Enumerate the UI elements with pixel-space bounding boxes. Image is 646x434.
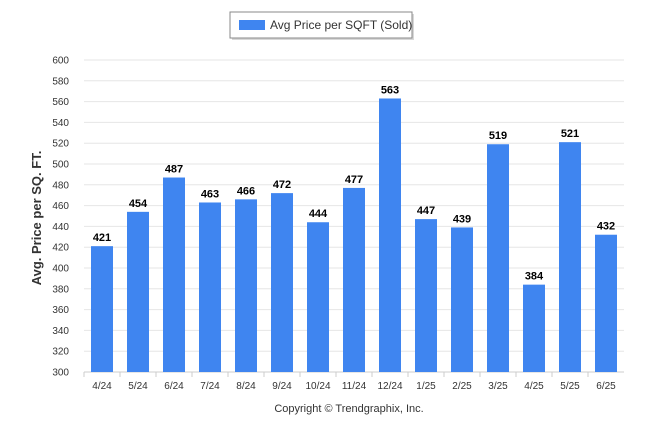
data-label: 472 xyxy=(273,179,291,191)
legend-swatch xyxy=(239,20,265,30)
y-tick-label: 420 xyxy=(52,243,69,254)
bar-9-24 xyxy=(271,193,293,372)
x-tick-label: 9/24 xyxy=(272,381,292,392)
x-tick-label: 5/25 xyxy=(560,381,580,392)
data-label: 463 xyxy=(201,188,219,200)
data-label: 519 xyxy=(489,130,507,142)
y-tick-label: 500 xyxy=(52,160,69,171)
bar-11-24 xyxy=(343,187,365,372)
bar-5-24 xyxy=(127,211,149,372)
legend-label: Avg Price per SQFT (Sold) xyxy=(270,18,412,32)
legend: Avg Price per SQFT (Sold) xyxy=(229,11,414,40)
data-label: 447 xyxy=(417,205,435,217)
data-label: 444 xyxy=(309,208,328,220)
y-tick-label: 600 xyxy=(52,56,69,67)
x-tick-label: 4/25 xyxy=(524,381,544,392)
data-labels: 421 454 487 463 466 472 444 477 563 447 439 519 384 5… xyxy=(93,84,615,282)
y-tick-label: 460 xyxy=(52,201,69,212)
bar-10-24 xyxy=(307,222,329,372)
bar-8-24 xyxy=(235,199,257,372)
data-label: 384 xyxy=(525,271,544,283)
data-label: 487 xyxy=(165,164,183,176)
bar-2-25 xyxy=(451,227,473,372)
x-tick-label: 4/24 xyxy=(92,381,112,392)
x-tick-label: 2/25 xyxy=(452,381,472,392)
data-label: 432 xyxy=(597,221,615,233)
x-tick-label: 12/24 xyxy=(377,381,402,392)
bar-1-25 xyxy=(415,219,437,372)
data-label: 421 xyxy=(93,232,111,244)
y-tick-label: 440 xyxy=(52,222,69,233)
x-tick-label: 5/24 xyxy=(128,381,148,392)
x-tick-label: 10/24 xyxy=(305,381,330,392)
bar-7-24 xyxy=(199,202,221,372)
y-tick-label: 480 xyxy=(52,180,69,191)
bar-4-25 xyxy=(523,284,545,372)
data-label: 477 xyxy=(345,174,363,186)
bar-6-25 xyxy=(595,234,617,372)
y-tick-label: 300 xyxy=(52,368,69,379)
y-tick-label: 380 xyxy=(52,284,69,295)
bar-4-24 xyxy=(91,246,113,372)
data-label: 563 xyxy=(381,84,399,96)
bars xyxy=(91,98,617,372)
x-tick-label: 3/25 xyxy=(488,381,508,392)
x-tick-label: 6/24 xyxy=(164,381,184,392)
x-tick-label: 7/24 xyxy=(200,381,220,392)
y-tick-label: 340 xyxy=(52,326,69,337)
y-tick-label: 520 xyxy=(52,139,69,150)
y-tick-label: 400 xyxy=(52,264,69,275)
x-tick-label: 8/24 xyxy=(236,381,256,392)
data-label: 439 xyxy=(453,213,471,225)
y-tick-label: 560 xyxy=(52,97,69,108)
data-label: 466 xyxy=(237,185,255,197)
bar-6-24 xyxy=(163,177,185,372)
bar-5-25 xyxy=(559,142,581,372)
y-tick-label: 320 xyxy=(52,347,69,358)
copyright-text: Copyright © Trendgraphix, Inc. xyxy=(274,403,423,415)
data-label: 454 xyxy=(129,198,148,210)
x-tick-label: 1/25 xyxy=(416,381,436,392)
bar-12-24 xyxy=(379,98,401,372)
x-tick-label: 6/25 xyxy=(596,381,616,392)
data-label: 521 xyxy=(561,128,579,140)
y-axis-ticks: 300 320 340 360 380 400 420 440 460 480 500 520 540 5… xyxy=(52,56,69,379)
x-axis-ticks: 4/24 5/24 6/24 7/24 8/24 9/24 10/24 11/24 12/24 1… xyxy=(83,372,616,392)
y-tick-label: 540 xyxy=(52,118,69,129)
bar-3-25 xyxy=(487,144,509,372)
y-axis-title: Avg. Price per SQ. FT. xyxy=(29,151,44,286)
y-tick-label: 580 xyxy=(52,76,69,87)
y-tick-label: 360 xyxy=(52,305,69,316)
x-tick-label: 11/24 xyxy=(342,381,367,392)
